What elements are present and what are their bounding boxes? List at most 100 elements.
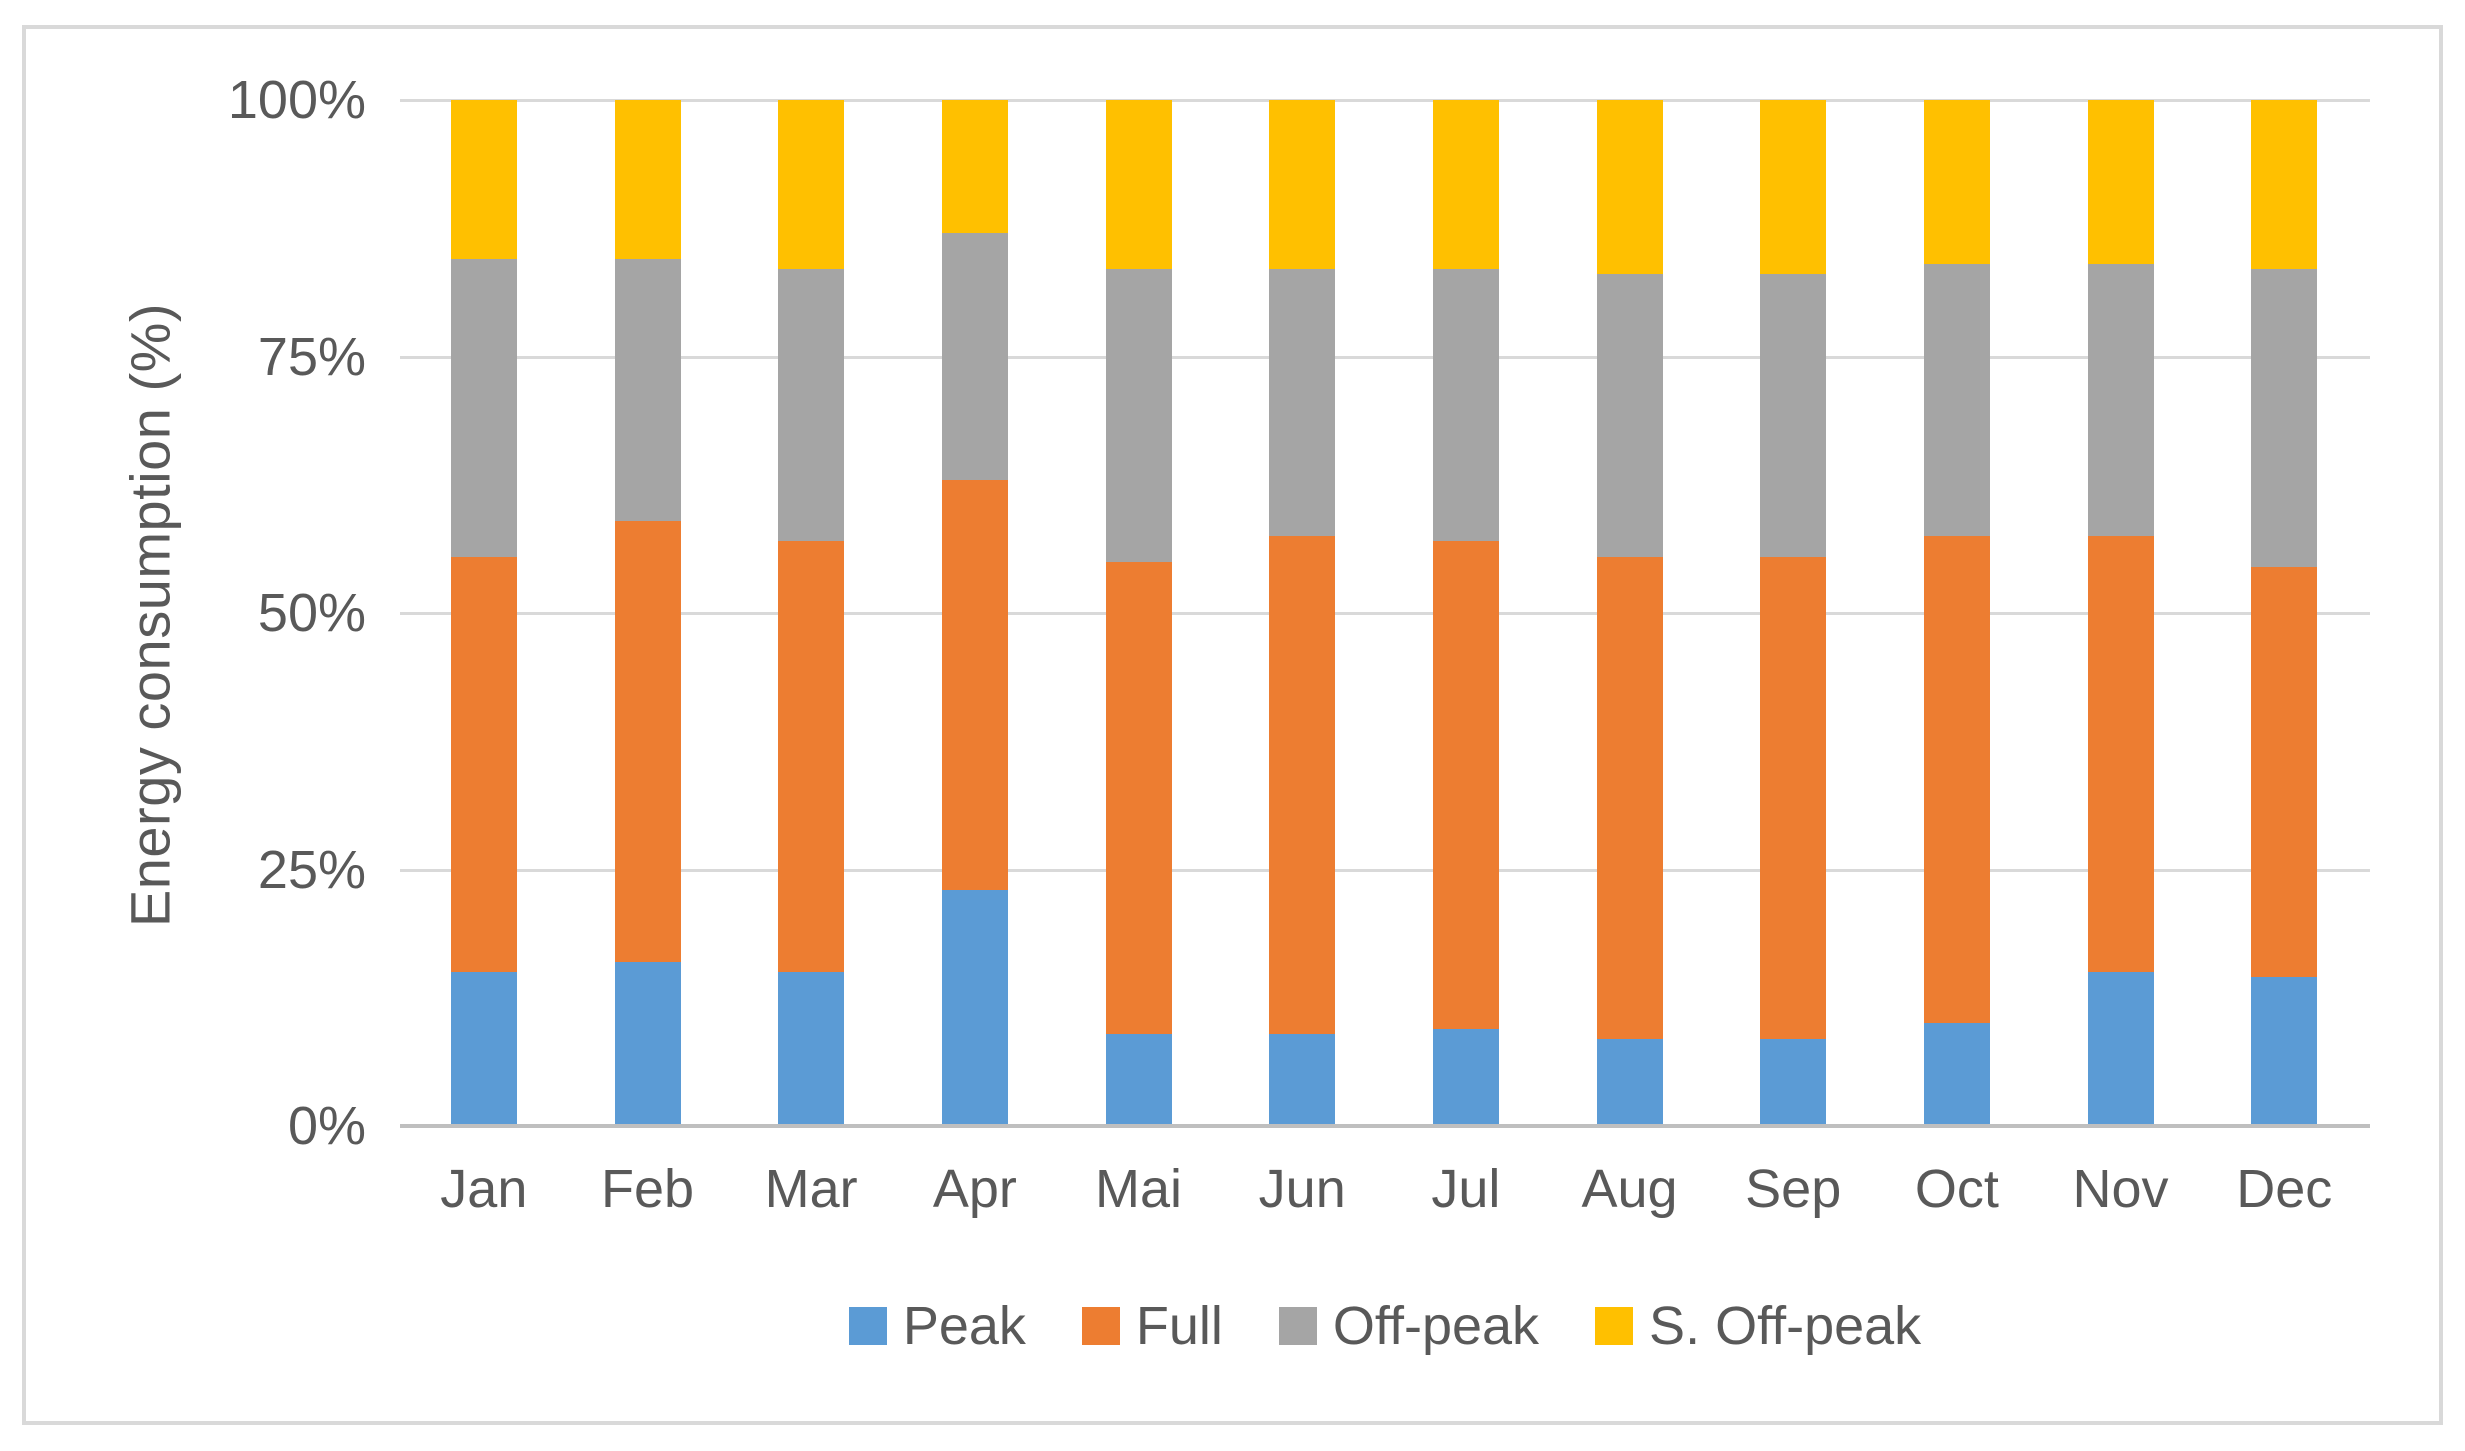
segment-mai-peak: [1105, 1033, 1172, 1126]
segment-jan-peak: [450, 972, 517, 1126]
segment-feb-full: [614, 520, 681, 962]
segment-oct-s-off-peak: [1923, 100, 1990, 265]
bar-slots: [402, 100, 2366, 1126]
gridline-25%: [400, 868, 2370, 872]
segment-jun-off-peak: [1269, 269, 1336, 537]
segment-apr-full: [941, 479, 1008, 891]
legend-label: Off-peak: [1332, 1296, 1540, 1356]
segment-mar-peak: [778, 972, 845, 1126]
segment-jul-s-off-peak: [1432, 100, 1499, 270]
stacked-bar-aug: [1596, 100, 1663, 1126]
segment-jan-off-peak: [450, 259, 517, 557]
segment-mar-off-peak: [778, 269, 845, 542]
stacked-bar-jan: [450, 100, 517, 1126]
legend-label: S. Off-peak: [1649, 1296, 1922, 1356]
plot-area: [400, 99, 2370, 1128]
stacked-bar-apr: [941, 100, 1008, 1126]
x-tick-label-nov: Nov: [2072, 1159, 2169, 1219]
segment-nov-full: [2087, 536, 2154, 973]
x-tick-label-mai: Mai: [1095, 1159, 1183, 1219]
legend-item-peak: Peak: [848, 1296, 1026, 1356]
y-tick-label-100%: 100%: [227, 70, 366, 130]
x-tick-label-apr: Apr: [932, 1159, 1017, 1219]
bar-slot-dec: [2202, 100, 2366, 1126]
segment-dec-full: [2251, 566, 2318, 978]
stacked-bar-mai: [1105, 100, 1172, 1126]
stacked-bar-nov: [2087, 100, 2154, 1126]
legend-label: Peak: [902, 1296, 1026, 1356]
x-tick-label-sep: Sep: [1745, 1159, 1842, 1219]
stacked-bar-dec: [2251, 100, 2318, 1126]
y-tick-label-25%: 25%: [257, 839, 366, 900]
segment-nov-off-peak: [2087, 264, 2154, 537]
legend-item-s-off-peak: S. Off-peak: [1595, 1296, 1921, 1356]
legend-label: Full: [1135, 1296, 1223, 1356]
x-tick-label-dec: Dec: [2236, 1159, 2333, 1219]
bar-slot-apr: [893, 100, 1057, 1126]
x-tick-label-jun: Jun: [1258, 1159, 1346, 1219]
segment-oct-full: [1923, 536, 1990, 1024]
stacked-bar-mar: [778, 100, 845, 1126]
segment-apr-off-peak: [941, 233, 1008, 480]
segment-mai-full: [1105, 561, 1172, 1034]
stacked-bar-jun: [1269, 100, 1336, 1126]
legend-item-full: Full: [1081, 1296, 1223, 1356]
bar-slot-jun: [1220, 100, 1384, 1126]
stacked-bar-feb: [614, 100, 681, 1126]
segment-jan-s-off-peak: [450, 100, 517, 260]
segment-aug-s-off-peak: [1596, 100, 1663, 275]
x-tick-label-jan: Jan: [440, 1159, 528, 1219]
segment-dec-peak: [2251, 977, 2318, 1126]
segment-mar-full: [778, 541, 845, 973]
y-tick-label-50%: 50%: [257, 583, 366, 643]
segment-aug-off-peak: [1596, 274, 1663, 557]
x-tick-label-aug: Aug: [1581, 1159, 1678, 1219]
segment-sep-full: [1760, 556, 1827, 1039]
segment-apr-peak: [941, 890, 1008, 1126]
bar-slot-jan: [402, 100, 566, 1126]
y-tick-label-0%: 0%: [287, 1096, 366, 1156]
bar-slot-sep: [1711, 100, 1875, 1126]
bar-slot-oct: [1875, 100, 2039, 1126]
segment-jun-full: [1269, 536, 1336, 1034]
segment-sep-s-off-peak: [1760, 100, 1827, 275]
segment-mai-off-peak: [1105, 269, 1172, 562]
bar-slot-feb: [566, 100, 730, 1126]
segment-sep-peak: [1760, 1038, 1827, 1126]
chart-legend: Peak Full Off-peak S. Off-peak: [400, 1296, 2370, 1356]
segment-jul-full: [1432, 541, 1499, 1029]
segment-dec-s-off-peak: [2251, 100, 2318, 270]
x-tick-label-oct: Oct: [1914, 1159, 1999, 1219]
bar-slot-jul: [1384, 100, 1548, 1126]
y-tick-label-75%: 75%: [257, 326, 366, 387]
stacked-bar-sep: [1760, 100, 1827, 1126]
gridline-50%: [400, 612, 2370, 615]
segment-dec-off-peak: [2251, 269, 2318, 567]
stacked-bar-oct: [1923, 100, 1990, 1126]
chart-frame-border: [22, 25, 2443, 1425]
segment-oct-peak: [1923, 1023, 1990, 1126]
x-tick-label-jul: Jul: [1431, 1159, 1501, 1219]
x-axis-labels: Jan Feb Mar Apr Mai Jun Jul Aug Sep Oct Nov Dec: [402, 1158, 2366, 1220]
bar-slot-mai: [1057, 100, 1221, 1126]
segment-jan-full: [450, 556, 517, 973]
legend-swatch-icon: [1595, 1307, 1634, 1345]
legend-swatch-icon: [848, 1307, 887, 1345]
x-tick-label-mar: Mar: [764, 1159, 858, 1219]
segment-nov-peak: [2087, 972, 2154, 1126]
segment-jun-s-off-peak: [1269, 100, 1336, 270]
bar-slot-aug: [1548, 100, 1712, 1126]
segment-aug-full: [1596, 556, 1663, 1039]
segment-mar-s-off-peak: [778, 100, 845, 270]
segment-jul-peak: [1432, 1028, 1499, 1126]
segment-mai-s-off-peak: [1105, 100, 1172, 270]
bar-slot-mar: [729, 100, 893, 1126]
segment-feb-s-off-peak: [614, 100, 681, 260]
segment-feb-peak: [614, 961, 681, 1126]
segment-feb-off-peak: [614, 259, 681, 521]
legend-item-off-peak: Off-peak: [1278, 1296, 1540, 1356]
legend-swatch-icon: [1278, 1307, 1317, 1345]
segment-aug-peak: [1596, 1038, 1663, 1126]
legend-swatch-icon: [1081, 1307, 1120, 1345]
